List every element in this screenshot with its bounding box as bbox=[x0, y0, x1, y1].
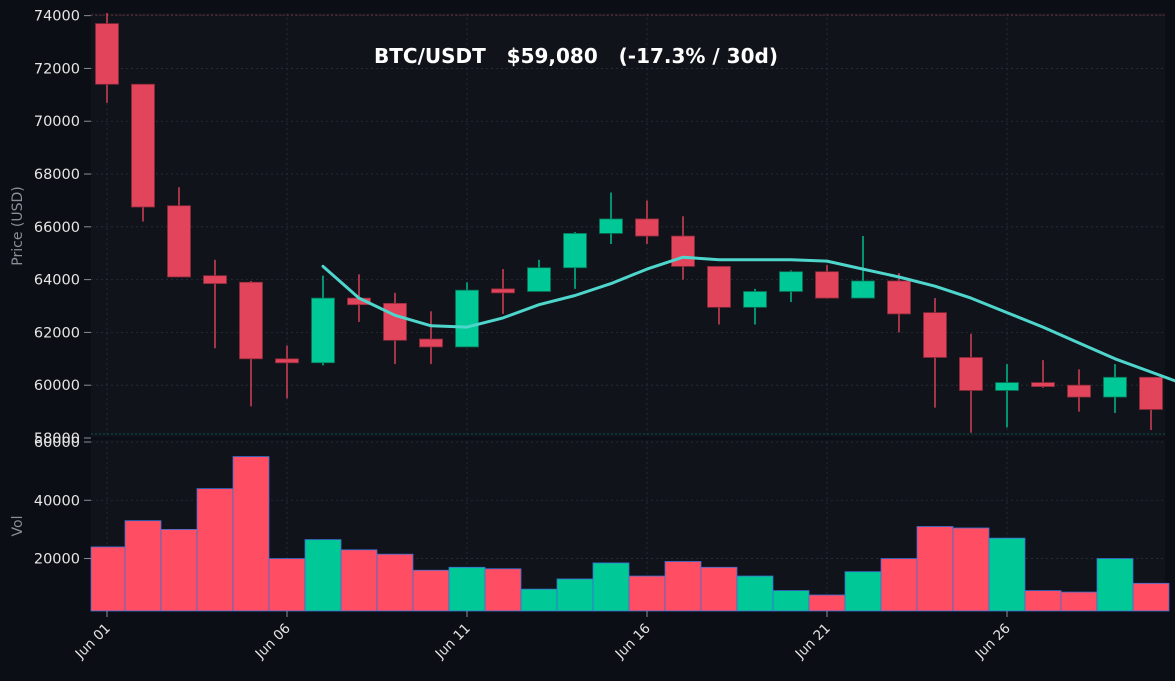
candle-up bbox=[311, 297, 335, 364]
candle-down bbox=[419, 338, 443, 348]
candle-down bbox=[131, 83, 155, 208]
volume-bar bbox=[988, 537, 1026, 612]
volume-bar bbox=[1024, 590, 1062, 612]
price-tick-label: 68000 bbox=[34, 167, 80, 183]
volume-bar bbox=[376, 553, 414, 612]
volume-bar bbox=[592, 562, 630, 612]
candle-down bbox=[671, 235, 695, 267]
volume-bar bbox=[304, 539, 342, 612]
volume-bar bbox=[232, 456, 270, 612]
volume-bars bbox=[90, 456, 1170, 612]
candle-up bbox=[527, 267, 551, 292]
volume-bar bbox=[628, 575, 666, 612]
price-tick-label: 60000 bbox=[34, 378, 80, 394]
volume-bar bbox=[880, 558, 918, 612]
volume-bar bbox=[736, 575, 774, 612]
price-axis-label: Price (USD) bbox=[10, 186, 26, 265]
candle-down bbox=[959, 357, 983, 391]
candle-down bbox=[491, 288, 515, 294]
candle-down bbox=[383, 302, 407, 341]
volume-axis-label: Vol bbox=[10, 516, 26, 537]
volume-bar bbox=[844, 571, 882, 612]
candle-bodies bbox=[95, 23, 1163, 410]
volume-bar bbox=[412, 569, 450, 612]
candle-down bbox=[815, 271, 839, 299]
candle-down bbox=[239, 281, 263, 360]
volume-bar bbox=[268, 558, 306, 612]
candle-down bbox=[167, 205, 191, 278]
volume-bar bbox=[1132, 582, 1170, 612]
volume-bar bbox=[448, 566, 486, 612]
candle-up bbox=[599, 218, 623, 234]
candle-down bbox=[635, 218, 659, 237]
price-panel bbox=[91, 13, 1165, 437]
chart-title: BTC/USDT $59,080 (-17.3% / 30d) bbox=[374, 44, 778, 68]
volume-bar bbox=[772, 590, 810, 612]
volume-bar bbox=[340, 549, 378, 612]
volume-tick-label: 20000 bbox=[34, 552, 80, 568]
candle-down bbox=[203, 275, 227, 284]
price-tick-label: 70000 bbox=[34, 114, 80, 130]
volume-bar bbox=[808, 594, 846, 612]
volume-bar bbox=[124, 520, 162, 612]
moving-average-line bbox=[321, 255, 1175, 383]
candle-down bbox=[887, 280, 911, 315]
candle-down bbox=[275, 358, 299, 364]
price-tick-label: 74000 bbox=[34, 9, 80, 25]
volume-bar bbox=[484, 568, 522, 612]
volume-bar bbox=[1060, 591, 1098, 612]
candle-down bbox=[1139, 376, 1163, 410]
volume-bar bbox=[196, 488, 234, 612]
price-tick-label: 66000 bbox=[34, 220, 80, 236]
candle-up bbox=[995, 382, 1019, 391]
candle-down bbox=[923, 312, 947, 358]
candle-up bbox=[851, 280, 875, 299]
candle-down bbox=[95, 23, 119, 85]
price-tick-label: 62000 bbox=[34, 325, 80, 341]
candle-down bbox=[1031, 382, 1055, 387]
candle-up bbox=[1103, 376, 1127, 398]
candle-up bbox=[779, 271, 803, 292]
price-tick-label: 72000 bbox=[34, 61, 80, 77]
volume-bar bbox=[916, 526, 954, 612]
volume-bar bbox=[160, 529, 198, 612]
volume-tick-label: 40000 bbox=[34, 493, 80, 509]
volume-bar bbox=[90, 546, 126, 612]
price-tick-label: 58000 bbox=[34, 431, 80, 447]
candle-up bbox=[563, 233, 587, 269]
volume-bar bbox=[520, 588, 558, 612]
volume-bar bbox=[952, 527, 990, 612]
candle-up bbox=[455, 289, 479, 348]
volume-bar bbox=[664, 561, 702, 612]
volume-bar bbox=[700, 566, 738, 612]
price-tick-label: 64000 bbox=[34, 273, 80, 289]
candle-up bbox=[743, 291, 767, 308]
candle-down bbox=[707, 266, 731, 308]
volume-bar bbox=[1096, 558, 1134, 612]
candle-down bbox=[1067, 384, 1091, 398]
volume-bar bbox=[556, 578, 594, 612]
volume-tick-label: 60000 bbox=[34, 435, 80, 451]
